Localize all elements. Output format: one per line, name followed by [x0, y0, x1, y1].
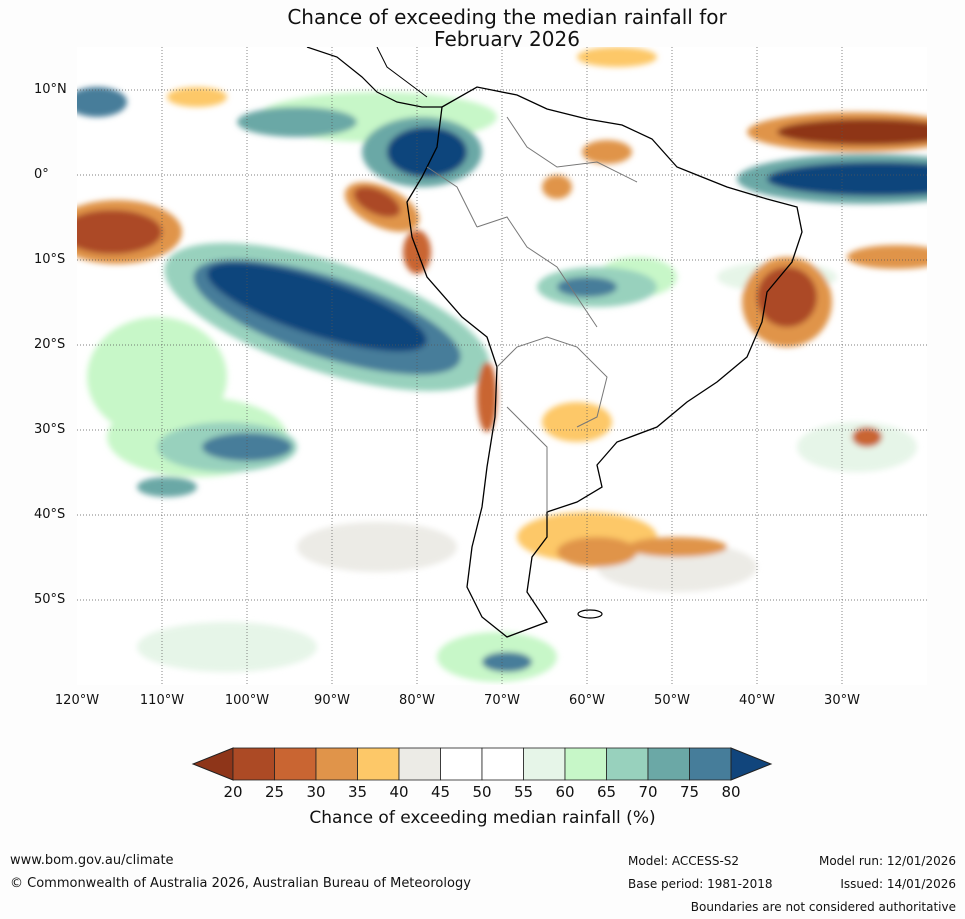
central-america-coastline: [306, 47, 442, 108]
lat-label: 10°N: [34, 82, 67, 97]
colorbar-tick: 30: [306, 783, 326, 801]
rainfall-map: [77, 47, 927, 685]
colorbar-tick: 65: [596, 783, 617, 801]
disclaimer: Boundaries are not considered authoritat…: [690, 900, 956, 914]
copyright: © Commonwealth of Australia 2026, Austra…: [10, 876, 471, 891]
colorbar-tick: 50: [472, 783, 492, 801]
colorbar-segment: [689, 747, 732, 781]
colorbar-tick: 80: [721, 783, 741, 801]
colorbar-arrow-high: [730, 747, 773, 781]
colorbar-segment: [274, 747, 317, 781]
lat-label: 20°S: [34, 337, 66, 352]
colorbar-segment: [315, 747, 358, 781]
colorbar-tick: 45: [430, 783, 451, 801]
lon-label: 40°W: [739, 693, 775, 708]
colorbar-tick: 75: [679, 783, 700, 801]
colorbar-segment: [647, 747, 690, 781]
graticule: [77, 47, 927, 685]
base-period: Base period: 1981-2018: [628, 877, 773, 891]
south-america-coastline: [406, 86, 803, 638]
map-title-line1: Chance of exceeding the median rainfall …: [287, 5, 727, 29]
map-title-line2: February 2026: [434, 27, 580, 51]
lon-label: 110°W: [139, 693, 185, 708]
colorbar: [191, 747, 773, 781]
lon-label: 50°W: [654, 693, 690, 708]
model-run-date: Model run: 12/01/2026: [818, 854, 956, 868]
colorbar-tick: 55: [513, 783, 534, 801]
colorbar-segment: [357, 747, 400, 781]
issued-date: Issued: 14/01/2026: [840, 877, 956, 891]
model-name: Model: ACCESS-S2: [628, 854, 740, 868]
lat-label: 40°S: [34, 507, 66, 522]
colorbar-segment: [398, 747, 441, 781]
colorbar-segment: [232, 747, 275, 781]
lon-label: 80°W: [399, 693, 435, 708]
lon-label: 120°W: [54, 693, 100, 708]
colorbar-tick: 35: [347, 783, 368, 801]
lat-label: 30°S: [34, 422, 66, 437]
colorbar-tick: 20: [223, 783, 243, 801]
colorbar-segment: [606, 747, 649, 781]
colorbar-arrow-low: [191, 747, 234, 781]
colorbar-tick: 60: [555, 783, 575, 801]
lon-label: 90°W: [314, 693, 350, 708]
website-link[interactable]: www.bom.gov.au/climate: [10, 853, 174, 868]
lat-label: 50°S: [34, 592, 66, 607]
lon-label: 60°W: [569, 693, 605, 708]
lon-label: 70°W: [484, 693, 520, 708]
lat-label: 10°S: [34, 252, 66, 267]
rainfall-anomaly-field: [77, 47, 927, 682]
lat-label: 0°: [34, 167, 49, 182]
colorbar-segment: [440, 747, 483, 781]
colorbar-segment: [523, 747, 566, 781]
colorbar-segment: [481, 747, 524, 781]
colorbar-tick: 40: [389, 783, 409, 801]
colorbar-tick: 70: [638, 783, 658, 801]
colorbar-segment: [564, 747, 607, 781]
lon-label: 30°W: [824, 693, 860, 708]
colorbar-tick: 25: [264, 783, 285, 801]
colorbar-title: Chance of exceeding median rainfall (%): [309, 808, 656, 828]
lon-label: 100°W: [224, 693, 270, 708]
country-borders: [426, 116, 638, 512]
